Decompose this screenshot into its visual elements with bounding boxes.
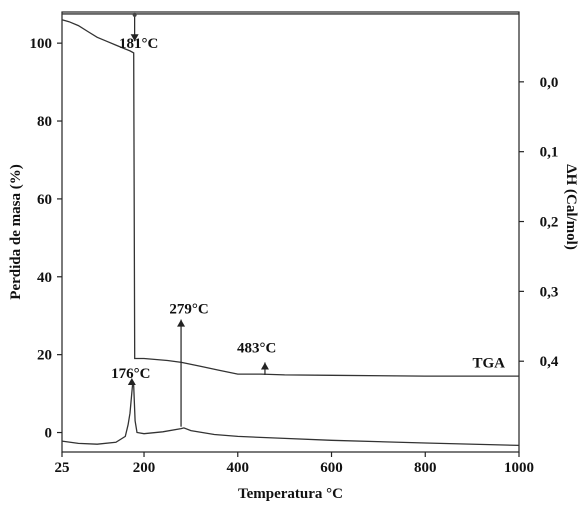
y-left-tick-label: 100: [30, 36, 53, 52]
annotation-181: 181°C: [119, 36, 158, 52]
arrowhead: [260, 362, 269, 370]
y-left-axis-title: Perdida de masa (%): [8, 164, 24, 299]
arrowhead: [127, 378, 136, 386]
y-right-tick-label: 0,1: [540, 145, 559, 161]
x-tick-label: 25: [55, 460, 70, 476]
arrowhead: [130, 34, 139, 42]
x-tick-label: 600: [320, 460, 343, 476]
y-right-tick-label: 0,3: [540, 284, 559, 300]
x-tick-label: 400: [227, 460, 250, 476]
series-label-tga: TGA: [472, 355, 505, 371]
y-left-tick-label: 0: [45, 426, 53, 442]
y-right-tick-label: 0,0: [540, 75, 559, 91]
y-left-tick-label: 80: [37, 114, 52, 130]
arrowhead: [177, 319, 186, 327]
annotation-176: 176°C: [111, 366, 150, 382]
plot-frame: [61, 11, 520, 453]
annotation-dot-181: [132, 12, 137, 17]
y-right-tick-label: 0,4: [540, 354, 559, 370]
y-left-tick-label: 20: [37, 348, 52, 364]
x-tick-label: 800: [414, 460, 437, 476]
x-tick-label: 200: [133, 460, 156, 476]
x-tick-label: 1000: [504, 460, 534, 476]
tga-curve: [61, 19, 519, 377]
y-right-axis-title: ΔH (Cal/mol): [563, 164, 579, 250]
heat-flow-curve: [61, 381, 520, 447]
x-axis-title: Temperatura °C: [238, 486, 343, 502]
y-left-tick-label: 40: [37, 270, 52, 286]
annotation-279: 279°C: [169, 302, 208, 318]
y-left-tick-label: 60: [37, 192, 52, 208]
annotation-483: 483°C: [237, 341, 276, 357]
y-right-tick-label: 0,2: [540, 215, 559, 231]
